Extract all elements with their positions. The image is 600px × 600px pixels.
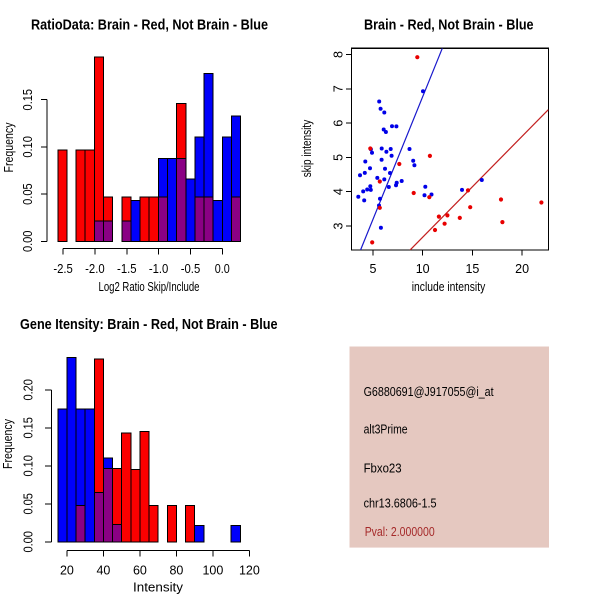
svg-text:0.15: 0.15 <box>22 417 36 439</box>
svg-text:40: 40 <box>96 564 110 578</box>
svg-text:Gene Itensity: Brain - Red, No: Gene Itensity: Brain - Red, Not Brain - … <box>20 316 278 333</box>
svg-text:80: 80 <box>169 564 183 578</box>
svg-text:Fbxo23: Fbxo23 <box>364 461 402 475</box>
svg-text:0.05: 0.05 <box>21 183 35 205</box>
svg-text:0.05: 0.05 <box>22 493 36 515</box>
svg-text:Intensity: Intensity <box>133 581 184 595</box>
svg-text:0.0: 0.0 <box>215 262 230 276</box>
svg-text:-2.0: -2.0 <box>85 262 105 276</box>
svg-text:Frequency: Frequency <box>2 122 16 173</box>
svg-text:-2.5: -2.5 <box>53 262 73 276</box>
svg-text:5: 5 <box>370 262 377 276</box>
svg-text:alt3Prime: alt3Prime <box>364 422 408 436</box>
svg-text:-1.0: -1.0 <box>149 262 169 276</box>
svg-text:0.20: 0.20 <box>22 379 36 401</box>
svg-text:include intensity: include intensity <box>412 280 486 294</box>
svg-text:6: 6 <box>332 120 346 127</box>
svg-text:5: 5 <box>332 154 346 161</box>
svg-text:120: 120 <box>239 564 260 578</box>
svg-text:7: 7 <box>332 85 346 92</box>
svg-text:-1.5: -1.5 <box>117 262 137 276</box>
svg-text:15: 15 <box>465 262 479 276</box>
svg-text:60: 60 <box>133 564 147 578</box>
svg-text:0.15: 0.15 <box>21 89 35 111</box>
svg-text:chr13.6806-1.5: chr13.6806-1.5 <box>364 496 437 510</box>
svg-text:3: 3 <box>332 222 346 229</box>
svg-text:Pval: 2.000000: Pval: 2.000000 <box>365 525 435 539</box>
svg-text:Brain - Red, Not Brain - Blue: Brain - Red, Not Brain - Blue <box>364 17 534 34</box>
svg-text:0.10: 0.10 <box>21 136 35 158</box>
svg-text:-0.5: -0.5 <box>181 262 201 276</box>
svg-text:100: 100 <box>202 564 223 578</box>
svg-text:20: 20 <box>515 262 529 276</box>
svg-text:0.00: 0.00 <box>21 231 35 253</box>
svg-text:20: 20 <box>60 564 74 578</box>
svg-text:RatioData: Brain - Red, Not Br: RatioData: Brain - Red, Not Brain - Blue <box>31 17 268 34</box>
svg-text:8: 8 <box>332 51 346 58</box>
svg-text:skip intensity: skip intensity <box>300 119 314 177</box>
svg-text:Log2 Ratio Skip/Include: Log2 Ratio Skip/Include <box>99 280 200 294</box>
svg-text:0.10: 0.10 <box>22 455 36 477</box>
svg-text:4: 4 <box>332 188 346 195</box>
svg-text:0.00: 0.00 <box>22 531 36 553</box>
svg-text:10: 10 <box>416 262 430 276</box>
svg-text:G6880691@J917055@i_at: G6880691@J917055@i_at <box>364 385 494 399</box>
svg-text:Frequency: Frequency <box>1 418 15 469</box>
